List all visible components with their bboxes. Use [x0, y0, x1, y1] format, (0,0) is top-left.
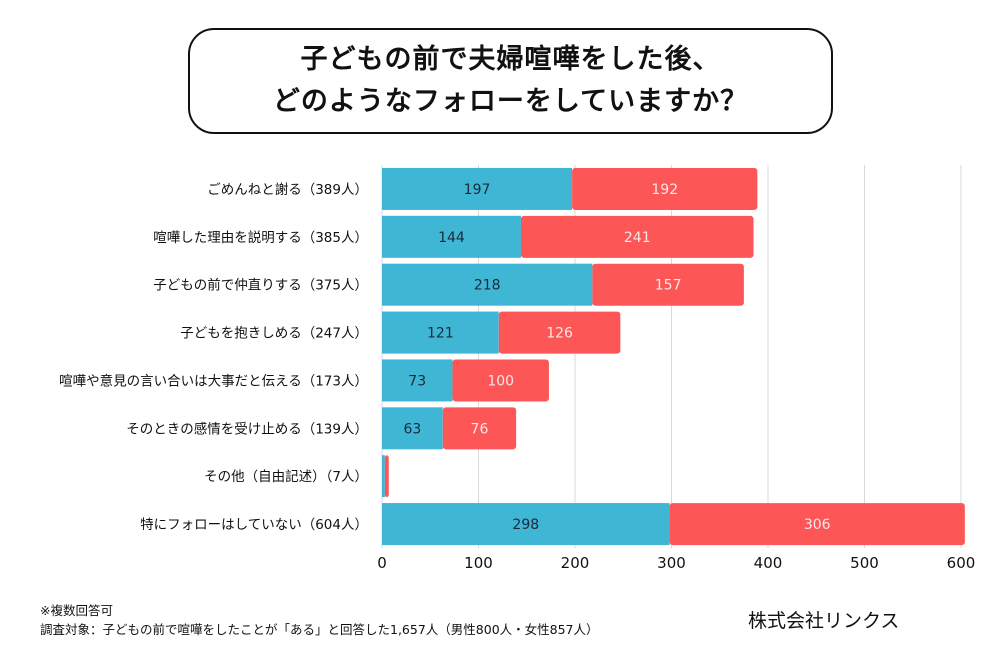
category-label: 子どもを抱きしめる（247人）	[180, 326, 368, 342]
data-label-male: 121	[427, 326, 454, 342]
bar-segment-male	[382, 407, 443, 450]
bar-layer: 197 192 144 241 218 157 121 126 73 100 63 76 298 306	[382, 167, 965, 546]
bar-segment-male	[382, 311, 499, 354]
data-label-female: 192	[651, 182, 678, 198]
bar-segment-female	[384, 455, 389, 498]
data-label-male: 144	[438, 230, 465, 246]
x-tick-label: 0	[377, 554, 387, 572]
category-label: そのときの感情を受け止める（139人）	[126, 420, 368, 437]
note-survey-target: 調査対象：子どもの前で喧嘩をしたことが「ある」と回答した1,657人（男性800…	[40, 622, 599, 637]
bar-segment-female	[669, 503, 965, 546]
bar-segment-female	[572, 167, 758, 210]
x-tick-label: 200	[561, 554, 590, 572]
bar-segment-male	[382, 455, 385, 498]
note-multiple-answers: ※複数回答可	[40, 603, 113, 618]
x-tick-label: 300	[657, 554, 686, 572]
x-tick-label: 600	[947, 554, 976, 572]
bar-segment-male	[382, 215, 521, 258]
data-label-male: 298	[512, 517, 539, 533]
bar-segment-female	[452, 359, 549, 402]
data-label-female: 76	[471, 421, 489, 437]
x-tick-label: 400	[754, 554, 783, 572]
category-label: 特にフォローはしていない（604人）	[140, 517, 368, 533]
category-label: 子どもの前で仲直りする（375人）	[153, 277, 368, 294]
x-tick-label: 100	[464, 554, 493, 572]
category-label: その他（自由記述）（7人）	[204, 468, 368, 485]
data-label-male: 218	[474, 278, 501, 294]
bar-segment-female	[592, 263, 744, 306]
data-label-male: 197	[464, 182, 491, 198]
category-label: ごめんねと謝る（389人）	[207, 182, 368, 198]
bar-segment-female	[520, 215, 754, 258]
category-labels: ごめんねと謝る（389人） 喧嘩した理由を説明する（385人） 子どもの前で仲直りす…	[59, 182, 368, 533]
bar-segment-male	[382, 167, 573, 210]
category-label: 喧嘩や意見の言い合いは大事だと伝える（173人）	[59, 372, 368, 389]
data-label-female: 126	[546, 326, 573, 342]
bar-segment-female	[442, 407, 517, 450]
data-label-female: 100	[487, 373, 514, 389]
x-axis-ticks: 0 100 200 300 400 500 600	[377, 554, 975, 572]
bar-segment-male	[382, 359, 453, 402]
x-tick-label: 500	[850, 554, 879, 572]
title-line-1: 子どもの前で夫婦喧嘩をした後、	[300, 44, 721, 75]
company-name: 株式会社リンクス	[748, 610, 900, 632]
data-label-male: 73	[408, 373, 426, 389]
bar-segment-male	[382, 263, 593, 306]
data-label-female: 157	[655, 278, 682, 294]
data-label-female: 241	[624, 230, 651, 246]
title-box: 子どもの前で夫婦喧嘩をした後、 どのようなフォローをしていますか？	[188, 28, 833, 134]
data-label-female: 306	[804, 517, 831, 533]
bar-segment-male	[382, 503, 670, 546]
data-label-male: 63	[403, 421, 421, 437]
bar-segment-female	[498, 311, 621, 354]
category-label: 喧嘩した理由を説明する（385人）	[153, 230, 368, 246]
title-line-2: どのようなフォローをしていますか？	[272, 86, 749, 117]
